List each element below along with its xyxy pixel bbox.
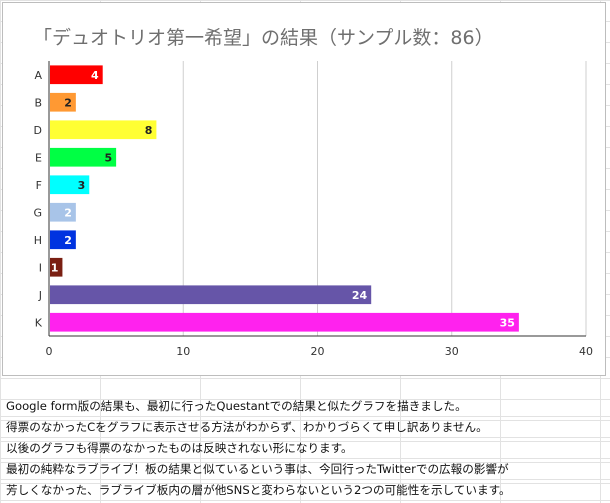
notes-section: Google form版の結果も、最初に行ったQuestantでの結果と似たグラ… [0, 396, 610, 501]
note-line[interactable]: 以後のグラフも得票のなかったものは反映されない形になります。 [0, 438, 610, 459]
category-label: G [33, 206, 42, 219]
data-label: 5 [104, 151, 112, 164]
bar [50, 65, 103, 85]
bar [50, 285, 372, 305]
category-label: B [34, 96, 42, 109]
bar [50, 202, 76, 222]
note-line[interactable]: 最初の純粋なラブライブ！板の結果と似ているという事は、今回行ったTwitterで… [0, 459, 610, 480]
category-label: H [34, 234, 42, 247]
data-label: 2 [64, 234, 72, 247]
data-label: 4 [91, 69, 99, 82]
bar [50, 175, 90, 195]
note-line[interactable]: 芳しくなかった、ラブライブ板内の層が他SNSと変わらないという2つの可能性を示し… [0, 480, 610, 501]
note-line[interactable]: Google form版の結果も、最初に行ったQuestantでの結果と似たグラ… [0, 396, 610, 417]
chart-container[interactable]: 「デュオトリオ第一希望」の結果（サンプル数：86） 0 10 20 30 40 A 4 B 2 D… [2, 2, 606, 376]
bar [50, 147, 117, 167]
category-label: A [34, 69, 42, 82]
x-tick-label: 30 [445, 345, 459, 358]
chart-title: 「デュオトリオ第一希望」の結果（サンプル数：86） [33, 27, 494, 49]
category-label: I [39, 261, 42, 274]
bar-chart: 0 10 20 30 40 A 4 B 2 D 8 E 5 F 3 G 2 H 2 I 1 J 24 K 35 [33, 61, 593, 358]
bar [50, 230, 76, 250]
x-tick-label: 40 [579, 345, 593, 358]
x-tick-label: 20 [311, 345, 325, 358]
data-label: 2 [64, 96, 72, 109]
x-tick-label: 0 [46, 345, 53, 358]
category-label: F [36, 179, 42, 192]
category-label: E [35, 151, 42, 164]
data-label: 3 [78, 179, 86, 192]
data-label: 8 [145, 124, 153, 137]
bar [50, 92, 76, 112]
bar [50, 312, 519, 332]
data-label: 35 [500, 316, 515, 329]
bar [50, 120, 157, 140]
category-label: K [35, 316, 43, 329]
data-label: 24 [352, 289, 368, 302]
category-label: J [38, 289, 42, 302]
data-label: 2 [64, 206, 72, 219]
x-tick-label: 10 [176, 345, 190, 358]
category-label: D [34, 124, 42, 137]
data-label: 1 [51, 261, 59, 274]
bar [50, 257, 63, 277]
note-line[interactable]: 得票のなかったCをグラフに表示させる方法がわからず、わかりづらくて申し訳ありませ… [0, 417, 610, 438]
